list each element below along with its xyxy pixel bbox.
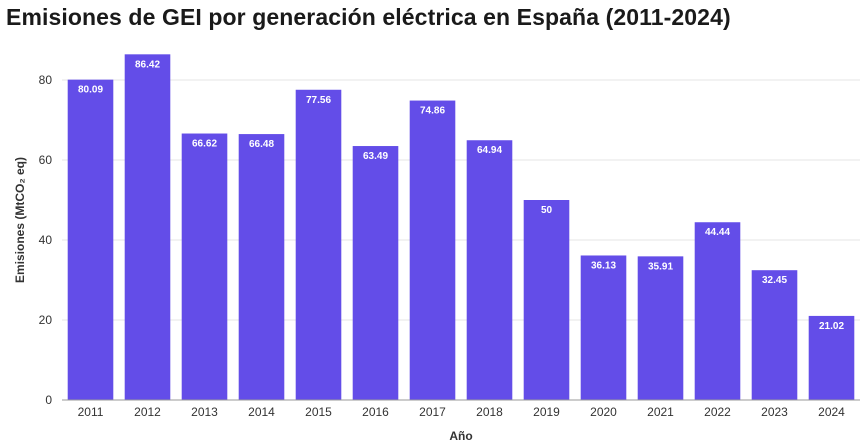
data-label-2021: 35.91 [648,261,673,272]
x-axis-ticks: 2011 2012 2013 2014 2015 2016 2017 2018 2019 2020… [78,405,846,419]
data-label-2020: 36.13 [591,260,616,271]
data-label-2014: 66.48 [249,139,274,150]
data-label-2023: 32.45 [762,275,787,286]
chart-title: Emisiones de GEI por generación eléctric… [6,4,731,30]
bar-2016 [352,146,399,400]
x-tick-label-2023: 2023 [761,405,788,419]
data-label-2016: 63.49 [363,151,388,162]
x-tick-label-2017: 2017 [419,405,446,419]
bar-2021 [637,256,684,400]
bar-2018 [466,140,513,401]
x-tick-label-2013: 2013 [191,405,218,419]
bar-2011 [67,79,114,400]
bars [67,54,855,401]
bar-2019 [523,200,570,400]
data-label-2011: 80.09 [78,85,103,96]
bar-2020 [580,255,627,400]
y-tick-label-40: 40 [39,233,53,247]
x-tick-label-2014: 2014 [248,405,275,419]
y-axis-ticks: 0 20 40 60 80 [39,73,53,407]
data-label-2017: 74.86 [420,106,445,117]
bar-2022 [694,222,741,400]
y-tick-label-20: 20 [39,313,53,327]
x-tick-label-2021: 2021 [647,405,674,419]
data-label-2018: 64.94 [477,145,502,156]
data-label-2024: 21.02 [819,321,844,332]
bar-2024 [808,315,855,400]
bar-2015 [295,89,342,400]
y-axis-title: Emisiones (MtCO₂ eq) [13,157,27,283]
x-tick-label-2012: 2012 [134,405,161,419]
data-labels: 80.09 86.42 66.62 66.48 77.56 63.49 74.86 64.94… [78,59,844,332]
bar-2014 [238,134,285,400]
bar-2012 [124,54,171,400]
data-label-2015: 77.56 [306,95,331,106]
data-label-2013: 66.62 [192,139,217,150]
y-tick-label-60: 60 [39,153,53,167]
data-label-2022: 44.44 [705,227,730,238]
x-tick-label-2016: 2016 [362,405,389,419]
x-tick-label-2024: 2024 [818,405,845,419]
x-axis-title: Año [449,429,472,443]
data-label-2019: 50 [541,205,553,216]
x-tick-label-2018: 2018 [476,405,503,419]
x-tick-label-2019: 2019 [533,405,560,419]
x-tick-label-2015: 2015 [305,405,332,419]
bar-2013 [181,133,228,400]
bar-2023 [751,270,798,400]
x-tick-label-2011: 2011 [78,405,104,419]
x-tick-label-2020: 2020 [590,405,617,419]
data-label-2012: 86.42 [135,59,160,70]
y-tick-label-0: 0 [45,393,52,407]
bar-2017 [409,100,456,400]
x-tick-label-2022: 2022 [704,405,731,419]
y-tick-label-80: 80 [39,73,53,87]
